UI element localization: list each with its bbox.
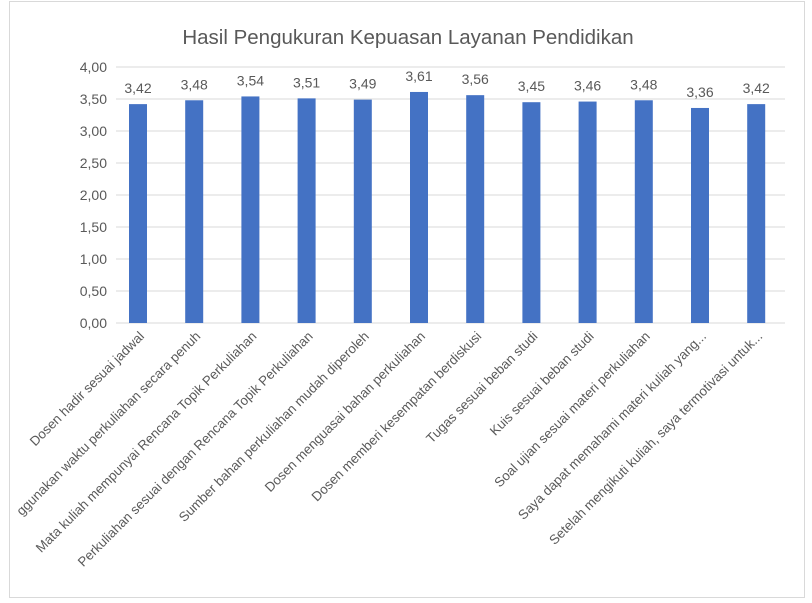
data-label: 3,45 bbox=[518, 78, 545, 94]
bar bbox=[410, 91, 428, 324]
x-tick-label: Mata kuliah mempunyai Rencana Topik Perk… bbox=[33, 329, 260, 556]
bar bbox=[747, 104, 766, 324]
y-tick-label: 4,00 bbox=[80, 59, 107, 75]
data-label: 3,54 bbox=[237, 72, 264, 88]
data-label: 3,48 bbox=[630, 76, 657, 92]
x-tick-label: Tugas sesuai beban studi bbox=[423, 328, 540, 445]
bar bbox=[634, 100, 653, 323]
data-label: 3,42 bbox=[124, 80, 151, 96]
data-label: 3,61 bbox=[405, 68, 432, 84]
y-tick-label: 2,50 bbox=[80, 155, 107, 171]
y-tick-label: 1,50 bbox=[80, 219, 107, 235]
data-label: 3,48 bbox=[181, 76, 208, 92]
x-tick-label: Kuis sesuai beban studi bbox=[487, 328, 597, 438]
data-label: 3,56 bbox=[462, 71, 489, 87]
y-tick-label: 2,00 bbox=[80, 187, 107, 203]
y-tick-label: 0,50 bbox=[80, 283, 107, 299]
x-tick-label: Sumber bahan perkuliahan mudah diperoleh bbox=[176, 329, 372, 525]
bar bbox=[578, 101, 597, 323]
bar bbox=[522, 102, 541, 323]
x-tick-label: Setelah mengikuti kuliah, saya termotiva… bbox=[546, 329, 765, 548]
y-tick-label: 1,00 bbox=[80, 251, 107, 267]
bar bbox=[466, 95, 485, 323]
x-tick-label: Dosen hadir sesuai jadwal bbox=[27, 328, 147, 448]
y-tick-label: 3,00 bbox=[80, 123, 107, 139]
bar bbox=[129, 104, 147, 324]
data-label: 3,42 bbox=[743, 80, 770, 96]
y-tick-label: 0,00 bbox=[80, 315, 107, 331]
data-label: 3,46 bbox=[574, 78, 601, 94]
data-label: 3,49 bbox=[349, 76, 376, 92]
y-tick-label: 3,50 bbox=[80, 91, 107, 107]
data-label: 3,36 bbox=[686, 84, 713, 100]
chart-title: Hasil Pengukuran Kepuasan Layanan Pendid… bbox=[182, 26, 633, 49]
bar bbox=[353, 99, 372, 323]
bar bbox=[185, 100, 204, 323]
bar-chart: Hasil Pengukuran Kepuasan Layanan Pendid… bbox=[13, 26, 785, 569]
bar bbox=[297, 98, 316, 323]
data-label: 3,51 bbox=[293, 74, 320, 90]
chart-frame: Hasil Pengukuran Kepuasan Layanan Pendid… bbox=[9, 1, 805, 598]
bar bbox=[691, 107, 709, 324]
bar bbox=[241, 96, 260, 323]
